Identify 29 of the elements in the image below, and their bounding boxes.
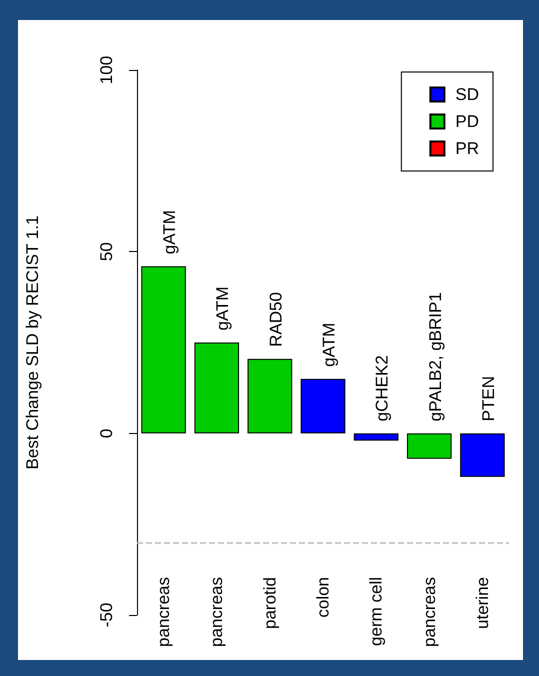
y-tick-label: 0	[97, 428, 116, 438]
x-tick-label: pancreas	[154, 577, 174, 647]
x-tick-label: pancreas	[420, 577, 439, 647]
legend-label: PR	[455, 139, 480, 158]
annotation: PTEN	[478, 376, 498, 422]
bar	[141, 266, 186, 434]
x-tick-label: pancreas	[207, 577, 226, 647]
legend-label: SD	[455, 85, 480, 104]
annotation: gATM	[213, 286, 232, 330]
legend-label: PD	[455, 112, 480, 131]
bar	[300, 378, 346, 434]
bar	[354, 433, 398, 441]
y-tick-label: -50	[97, 602, 116, 628]
x-tick-label: colon	[314, 577, 332, 618]
bar	[406, 433, 452, 459]
annotation: gATM	[320, 322, 338, 367]
annotation: RAD50	[266, 292, 286, 347]
y-tick-label: 100	[97, 56, 116, 84]
annotation: gCHEK2	[372, 355, 392, 422]
bar	[194, 342, 240, 434]
bar	[460, 433, 505, 477]
x-tick-label: uterine	[472, 577, 492, 629]
y-tick-label: 50	[97, 242, 116, 262]
annotation: gATM	[160, 210, 180, 254]
y-axis-title: Best Change SLD by RECIST 1.1	[23, 216, 42, 470]
bar	[248, 358, 292, 434]
x-tick-label: germ cell	[366, 577, 386, 646]
annotation: gPALB2, gBRIP1	[426, 292, 445, 422]
x-tick-label: parotid	[260, 577, 280, 629]
